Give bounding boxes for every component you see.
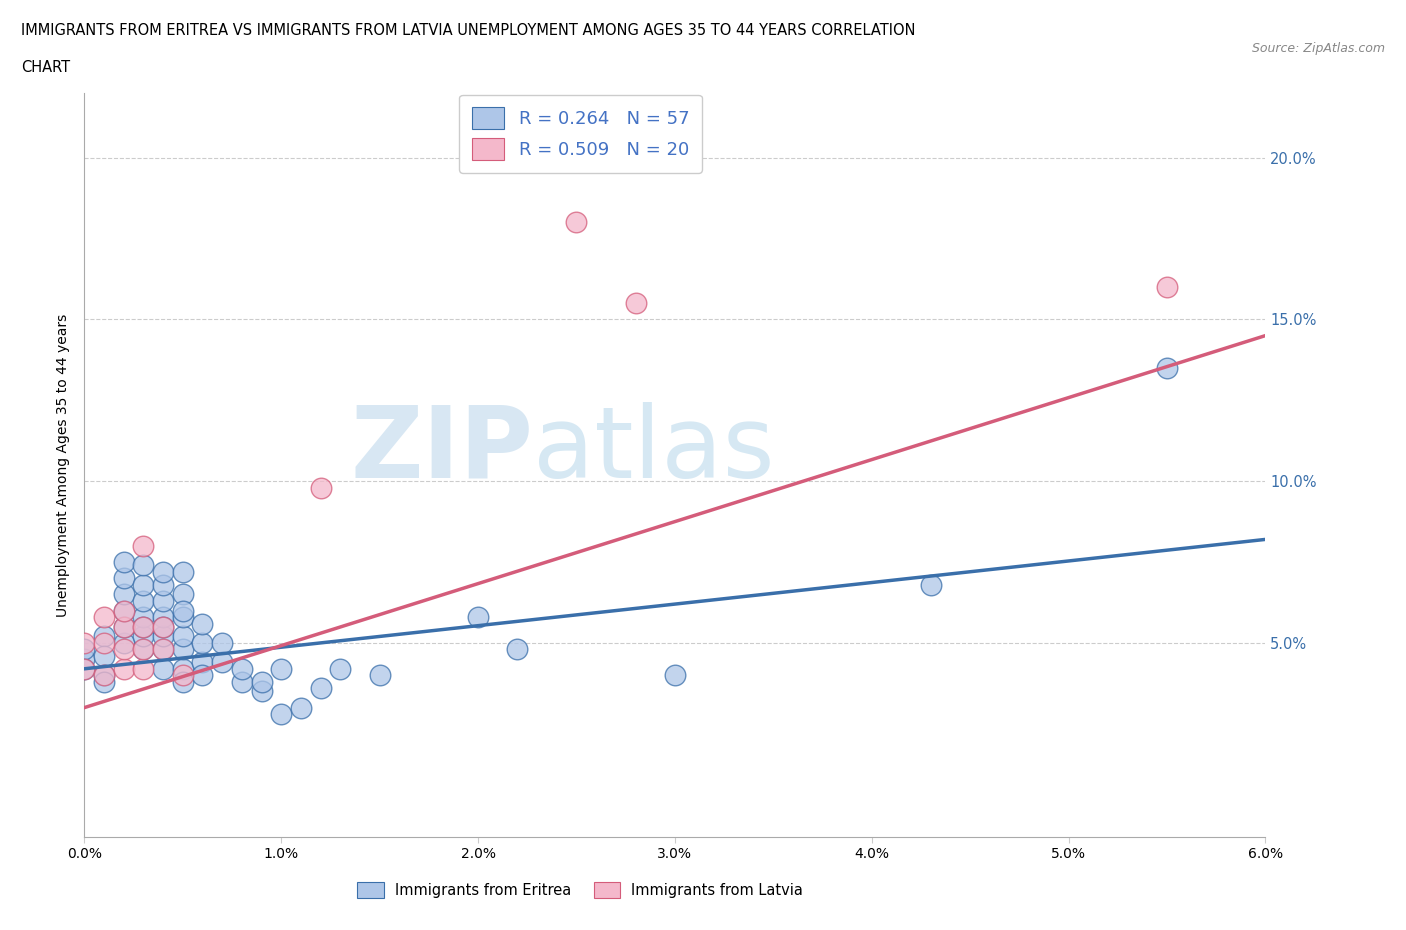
Point xyxy=(112,619,135,634)
Text: ZIP: ZIP xyxy=(350,402,533,498)
Point xyxy=(152,642,174,657)
Point xyxy=(112,642,135,657)
Point xyxy=(270,661,292,676)
Point xyxy=(250,674,273,689)
Point xyxy=(1156,361,1178,376)
Text: CHART: CHART xyxy=(21,60,70,75)
Point xyxy=(152,619,174,634)
Text: IMMIGRANTS FROM ERITREA VS IMMIGRANTS FROM LATVIA UNEMPLOYMENT AMONG AGES 35 TO : IMMIGRANTS FROM ERITREA VS IMMIGRANTS FR… xyxy=(21,23,915,38)
Text: Source: ZipAtlas.com: Source: ZipAtlas.com xyxy=(1251,42,1385,55)
Point xyxy=(132,619,155,634)
Point xyxy=(172,642,194,657)
Point xyxy=(93,648,115,663)
Point xyxy=(112,571,135,586)
Point xyxy=(112,554,135,569)
Point xyxy=(152,565,174,579)
Point xyxy=(172,609,194,624)
Point xyxy=(112,619,135,634)
Point xyxy=(73,635,96,650)
Point xyxy=(211,635,233,650)
Legend: Immigrants from Eritrea, Immigrants from Latvia: Immigrants from Eritrea, Immigrants from… xyxy=(352,877,808,904)
Point xyxy=(565,215,588,230)
Point xyxy=(506,642,529,657)
Point xyxy=(172,565,194,579)
Point xyxy=(467,609,489,624)
Point xyxy=(73,661,96,676)
Point xyxy=(270,707,292,722)
Point xyxy=(112,604,135,618)
Point xyxy=(112,587,135,602)
Point xyxy=(132,629,155,644)
Point xyxy=(93,635,115,650)
Point xyxy=(309,681,332,696)
Point xyxy=(132,538,155,553)
Point xyxy=(93,674,115,689)
Y-axis label: Unemployment Among Ages 35 to 44 years: Unemployment Among Ages 35 to 44 years xyxy=(56,313,70,617)
Point xyxy=(73,652,96,667)
Point xyxy=(112,604,135,618)
Point xyxy=(172,629,194,644)
Point xyxy=(112,635,135,650)
Point xyxy=(132,609,155,624)
Point xyxy=(132,558,155,573)
Point xyxy=(73,661,96,676)
Point xyxy=(132,661,155,676)
Point xyxy=(172,604,194,618)
Point xyxy=(152,578,174,592)
Point xyxy=(172,668,194,683)
Point xyxy=(152,619,174,634)
Point xyxy=(152,593,174,608)
Point xyxy=(191,655,214,670)
Point xyxy=(152,661,174,676)
Point xyxy=(368,668,391,683)
Point xyxy=(191,668,214,683)
Point xyxy=(132,642,155,657)
Point xyxy=(231,661,253,676)
Point xyxy=(132,578,155,592)
Point xyxy=(329,661,352,676)
Point xyxy=(152,642,174,657)
Point xyxy=(132,593,155,608)
Point xyxy=(73,642,96,657)
Point xyxy=(1156,280,1178,295)
Point xyxy=(211,655,233,670)
Point xyxy=(309,480,332,495)
Point xyxy=(290,700,312,715)
Point xyxy=(664,668,686,683)
Point xyxy=(172,674,194,689)
Point xyxy=(93,668,115,683)
Text: atlas: atlas xyxy=(533,402,775,498)
Point xyxy=(920,578,942,592)
Point xyxy=(93,609,115,624)
Point xyxy=(152,629,174,644)
Point xyxy=(112,661,135,676)
Point xyxy=(172,587,194,602)
Point xyxy=(132,619,155,634)
Point xyxy=(172,661,194,676)
Point xyxy=(191,616,214,631)
Point xyxy=(93,668,115,683)
Point xyxy=(624,296,647,311)
Point xyxy=(132,642,155,657)
Point xyxy=(250,684,273,698)
Point xyxy=(231,674,253,689)
Point xyxy=(191,635,214,650)
Point xyxy=(93,629,115,644)
Point xyxy=(152,609,174,624)
